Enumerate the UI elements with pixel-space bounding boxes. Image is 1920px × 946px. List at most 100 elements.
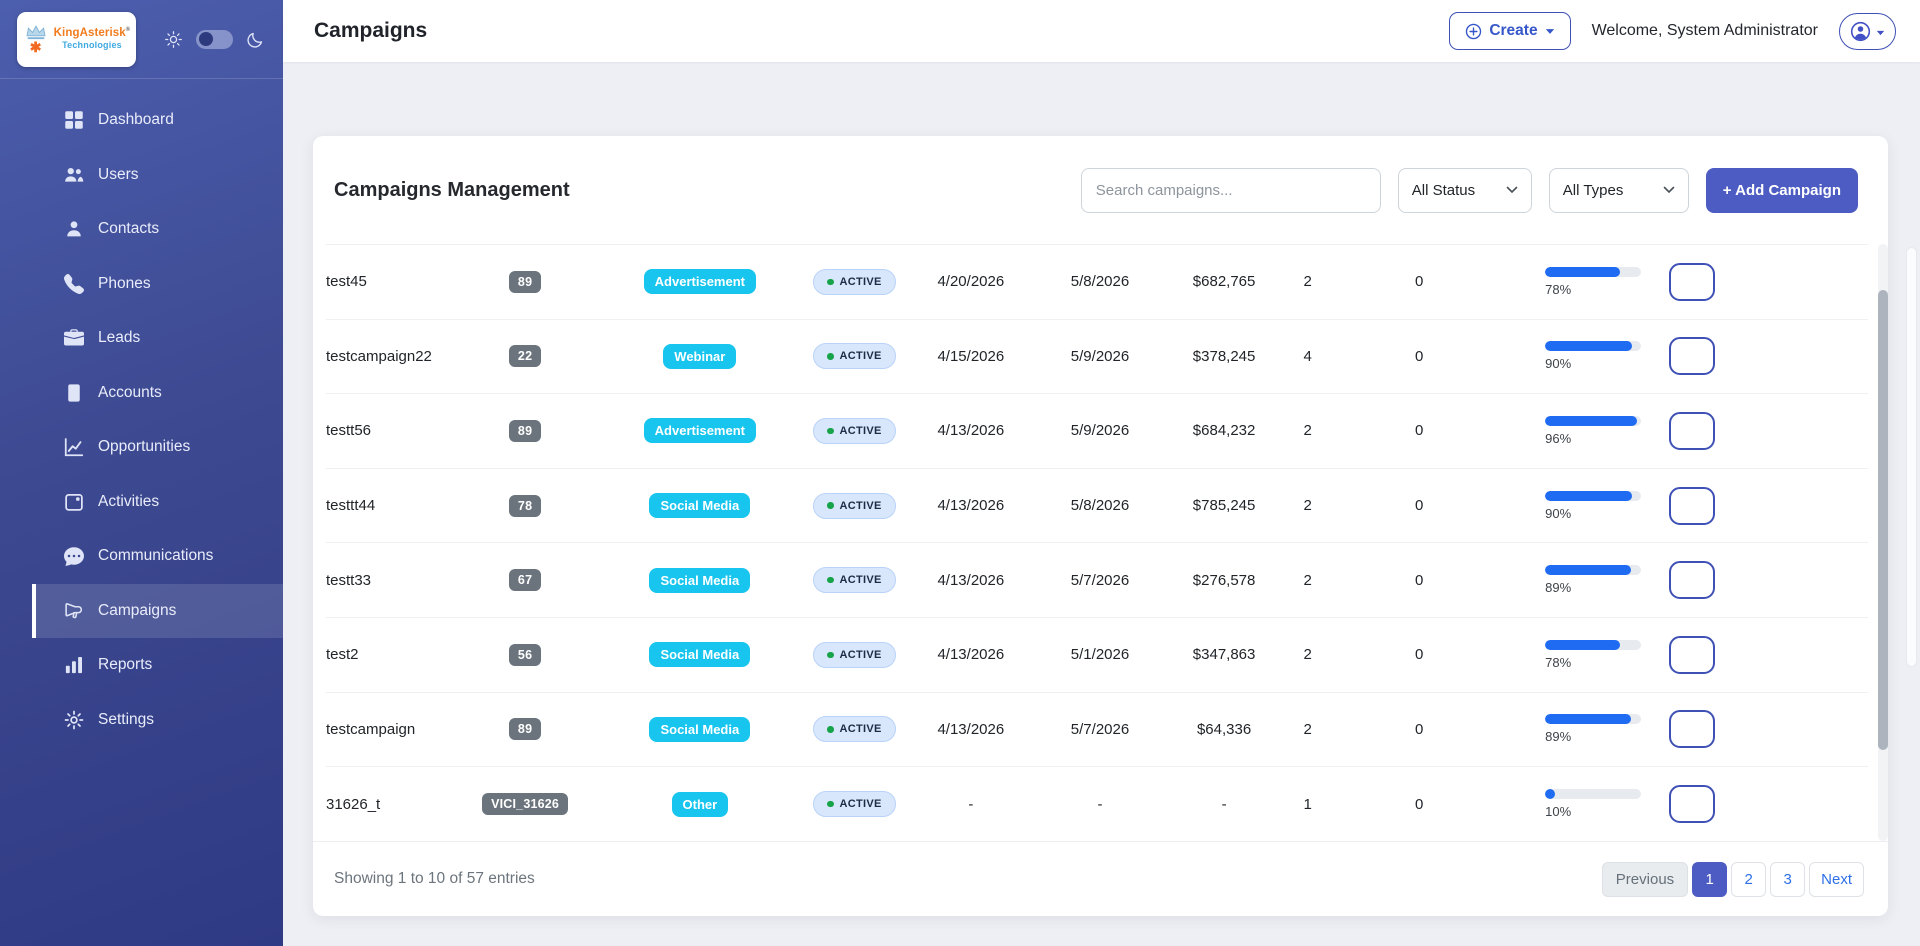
progress-label: 90% <box>1545 356 1572 372</box>
count-a: 2 <box>1277 467 1339 543</box>
create-button[interactable]: Create <box>1449 12 1571 50</box>
budget: $682,765 <box>1170 244 1278 320</box>
count-a: 2 <box>1277 393 1339 469</box>
theme-controls <box>165 29 264 49</box>
table-row: testtt44 78 Social Media ACTIVE 4/13/202… <box>326 467 1868 543</box>
budget: $684,232 <box>1170 393 1278 469</box>
status-badge: ACTIVE <box>813 641 896 668</box>
campaign-type-badge: Advertisement <box>643 269 756 295</box>
theme-toggle[interactable] <box>196 29 233 49</box>
type-filter-select[interactable]: All Types <box>1548 167 1689 213</box>
status-dot-icon <box>827 576 834 584</box>
sidebar-item-dashboard[interactable]: Dashboard <box>0 93 283 148</box>
campaign-type-badge: Other <box>671 791 729 817</box>
page-scrollbar-thumb[interactable] <box>1906 247 1917 667</box>
campaign-code-badge: 22 <box>508 345 542 368</box>
sidebar-item-accounts[interactable]: Accounts <box>0 366 283 421</box>
card-footer: Showing 1 to 10 of 57 entries Previous 1… <box>313 841 1888 916</box>
campaign-type-badge: Social Media <box>649 493 751 519</box>
start-date: 4/13/2026 <box>912 542 1030 618</box>
book-icon <box>64 383 84 403</box>
count-b: 0 <box>1338 318 1501 394</box>
view-button[interactable] <box>1669 486 1716 525</box>
sidebar-item-reports[interactable]: Reports <box>0 638 283 693</box>
sidebar-item-phones[interactable]: Phones <box>0 257 283 312</box>
status-filter-value: All Status <box>1411 181 1476 199</box>
end-date: 5/8/2026 <box>1029 467 1171 543</box>
view-button[interactable] <box>1669 337 1716 376</box>
view-button[interactable] <box>1669 785 1716 824</box>
contact-icon <box>64 219 84 239</box>
progress-bar <box>1545 789 1642 800</box>
sidebar-item-communications[interactable]: Communications <box>0 529 283 584</box>
count-a: 2 <box>1277 244 1339 320</box>
entries-summary: Showing 1 to 10 of 57 entries <box>334 870 535 887</box>
start-date: - <box>912 766 1030 841</box>
table-row: testcampaign 89 Social Media ACTIVE 4/13… <box>326 691 1868 767</box>
search-input[interactable] <box>1080 167 1381 213</box>
pagination-next[interactable]: Next <box>1809 861 1864 897</box>
plus-circle-icon <box>1465 23 1482 40</box>
user-menu-button[interactable] <box>1839 12 1896 50</box>
main-area: Campaigns Create Welcome, System Adminis… <box>283 0 1920 946</box>
count-a: 1 <box>1277 766 1339 841</box>
progress-bar <box>1545 266 1642 277</box>
sidebar-item-users[interactable]: Users <box>0 148 283 203</box>
status-filter-select[interactable]: All Status <box>1397 167 1532 213</box>
progress-cell: 10% <box>1500 766 1663 841</box>
budget: - <box>1170 766 1278 841</box>
status-dot-icon <box>827 353 834 360</box>
phone-icon <box>64 273 84 294</box>
view-button[interactable] <box>1669 561 1716 600</box>
progress-bar <box>1545 565 1642 576</box>
sidebar-item-contacts[interactable]: Contacts <box>0 202 283 257</box>
progress-bar <box>1545 341 1642 352</box>
progress-cell: 78% <box>1500 244 1663 320</box>
table-row: testcampaign22 22 Webinar ACTIVE 4/15/20… <box>326 318 1868 394</box>
sidebar-item-leads[interactable]: Leads <box>0 311 283 366</box>
caret-down-icon <box>1545 28 1555 35</box>
crown-icon: ✱ <box>23 24 49 54</box>
line-chart-icon <box>64 437 84 457</box>
table-scrollbar[interactable] <box>1878 244 1888 841</box>
end-date: 5/7/2026 <box>1029 691 1171 767</box>
campaign-type-badge: Social Media <box>649 567 751 593</box>
sidebar-item-settings[interactable]: Settings <box>0 693 283 748</box>
status-badge: ACTIVE <box>813 268 896 295</box>
view-button[interactable] <box>1669 710 1716 749</box>
count-b: 0 <box>1338 393 1501 469</box>
count-a: 2 <box>1277 542 1339 618</box>
gear-icon <box>64 710 84 730</box>
sidebar-item-activities[interactable]: Activities <box>0 475 283 530</box>
table-scrollbar-thumb[interactable] <box>1878 290 1888 750</box>
view-button[interactable] <box>1669 262 1716 301</box>
campaign-type-badge: Social Media <box>649 642 751 668</box>
pagination-page-1[interactable]: 1 <box>1692 861 1728 897</box>
sidebar-item-campaigns[interactable]: Campaigns <box>32 583 283 638</box>
campaign-code-badge: 67 <box>508 569 542 592</box>
progress-bar <box>1545 490 1642 501</box>
theme-toggle-knob <box>199 32 213 46</box>
progress-label: 96% <box>1545 430 1572 446</box>
progress-label: 89% <box>1545 729 1572 745</box>
add-campaign-button[interactable]: + Add Campaign <box>1705 167 1858 213</box>
brand-logo[interactable]: ✱ KingAsterisk® Technologies <box>17 11 136 67</box>
view-button[interactable] <box>1669 635 1716 674</box>
progress-label: 78% <box>1545 654 1572 670</box>
budget: $347,863 <box>1170 616 1278 693</box>
sidebar-item-opportunities[interactable]: Opportunities <box>0 420 283 475</box>
pagination-page-2[interactable]: 2 <box>1731 861 1767 897</box>
campaign-name: test2 <box>326 616 447 693</box>
table-row: 31626_t VICI_31626 Other ACTIVE - - - 1 … <box>326 766 1868 841</box>
count-b: 0 <box>1338 244 1501 320</box>
view-button[interactable] <box>1669 411 1716 450</box>
status-dot-icon <box>827 726 834 733</box>
card-title: Campaigns Management <box>334 178 570 201</box>
pagination-page-3[interactable]: 3 <box>1770 861 1806 897</box>
caret-down-icon <box>1876 24 1885 39</box>
grid-icon <box>64 110 84 130</box>
users-icon <box>64 165 84 185</box>
pagination-previous[interactable]: Previous <box>1601 861 1689 897</box>
status-badge: ACTIVE <box>813 417 896 444</box>
campaign-name: testcampaign22 <box>326 318 447 394</box>
